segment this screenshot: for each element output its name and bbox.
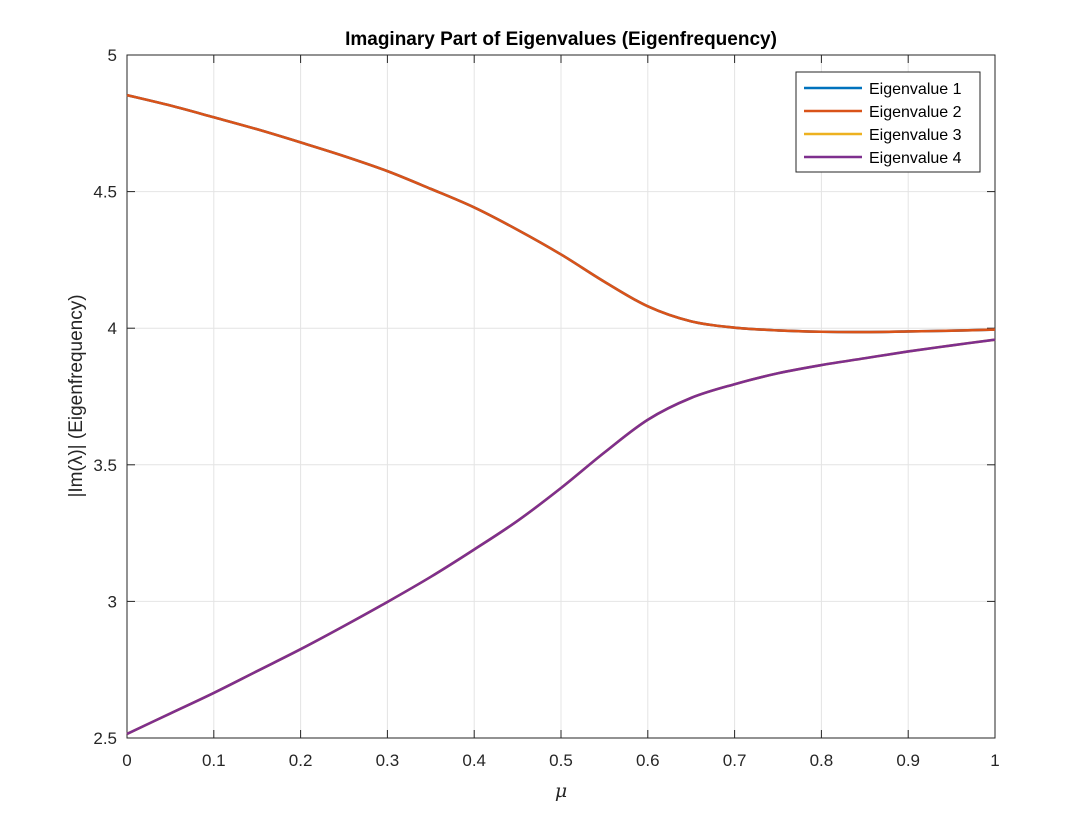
- x-tick-label: 0.5: [549, 751, 573, 770]
- x-axis: 0 0.1 0.2 0.3 0.4 0.5 0.6 0.7 0.8 0.9 1: [122, 55, 1000, 770]
- y-axis: 2.5 3 3.5 4 4.5 5: [93, 46, 995, 748]
- series-lines: [126, 93, 996, 736]
- x-tick-label: 0.7: [723, 751, 747, 770]
- x-tick-label: 1: [990, 751, 999, 770]
- legend-entry-label: Eigenvalue 1: [869, 81, 962, 98]
- legend-entry-label: Eigenvalue 2: [869, 104, 962, 121]
- x-tick-label: 0.9: [896, 751, 920, 770]
- x-tick-label: 0.1: [202, 751, 226, 770]
- x-tick-label: 0.8: [810, 751, 834, 770]
- y-tick-label: 4: [108, 319, 117, 338]
- y-tick-label: 4.5: [93, 183, 117, 202]
- legend-entry-label: Eigenvalue 4: [869, 150, 962, 167]
- y-tick-label: 5: [108, 46, 117, 65]
- series-line-2: [126, 93, 996, 334]
- y-tick-label: 3.5: [93, 456, 117, 475]
- x-tick-label: 0.2: [289, 751, 313, 770]
- series-line-4: [126, 338, 996, 736]
- chart-title: Imaginary Part of Eigenvalues (Eigenfreq…: [345, 29, 777, 50]
- x-tick-label: 0: [122, 751, 131, 770]
- x-tick-label: 0.3: [376, 751, 400, 770]
- x-tick-label: 0.4: [462, 751, 486, 770]
- y-axis-label: |Im(λ)| (Eigenfrequency): [66, 294, 87, 497]
- legend-entry-label: Eigenvalue 3: [869, 127, 962, 144]
- y-tick-label: 2.5: [93, 729, 117, 748]
- y-tick-label: 3: [108, 592, 117, 611]
- x-axis-label: μ: [555, 780, 567, 802]
- x-tick-label: 0.6: [636, 751, 660, 770]
- legend: Eigenvalue 1 Eigenvalue 2 Eigenvalue 3 Eige…: [795, 71, 981, 173]
